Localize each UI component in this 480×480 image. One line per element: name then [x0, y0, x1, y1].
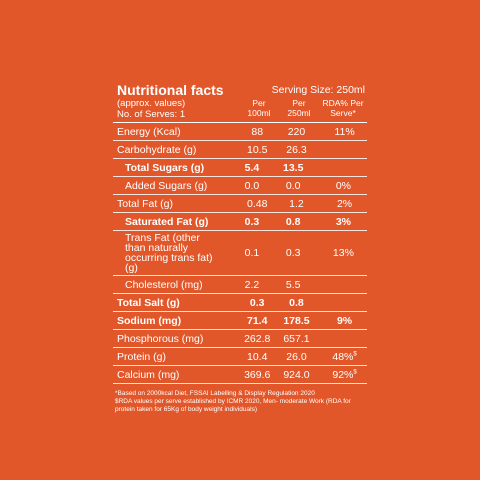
row-label: Phosphorous (mg): [117, 332, 204, 345]
table-row: Total Sugars (g) 5.4 13.5: [113, 159, 367, 177]
per-250: 26.3: [286, 143, 307, 156]
rda-value: 13%: [332, 247, 354, 259]
per-100: 10.4: [246, 350, 268, 363]
per-100: 0.48: [246, 197, 268, 210]
table-row: Added Sugars (g) 0.0 0.0 0%: [113, 177, 367, 195]
table-row: Energy (Kcal) 88 220 11%: [113, 123, 367, 141]
title: Nutritional facts: [117, 82, 224, 98]
rda-value: 48%: [332, 350, 354, 363]
row-label: Trans Fat (other than naturally occurrin…: [125, 232, 213, 274]
per-250: 178.5: [283, 314, 310, 327]
table-row: Phosphorous (mg) 262.8 657.1: [113, 330, 367, 348]
per-100: 0.3: [244, 215, 260, 228]
rda-value: 2%: [336, 197, 353, 210]
table-row: Total Fat (g) 0.48 1.2 2%: [113, 195, 367, 213]
serving-size: Serving Size: 250ml: [271, 84, 365, 96]
row-label: Cholesterol (mg): [125, 278, 203, 291]
row-label: Saturated Fat (g): [125, 215, 209, 228]
row-label: Protein (g): [117, 350, 167, 363]
table-row: Protein (g) 10.4 26.0 48%$: [113, 348, 367, 366]
rda-value: 9%: [336, 314, 353, 327]
per-100: 71.4: [246, 314, 268, 327]
per-100: 10.5: [246, 143, 268, 156]
footnote: *Based on 2000kcal Diet, FSSAI Labelling…: [115, 390, 315, 397]
footnotes: *Based on 2000kcal Diet, FSSAI Labelling…: [113, 390, 367, 414]
per-100: 369.6: [244, 368, 271, 381]
table-row: Cholesterol (mg) 2.2 5.5: [113, 276, 367, 294]
subtitle: (approx. values): [117, 98, 186, 109]
row-label: Sodium (mg): [117, 314, 182, 327]
per-250: 0.3: [285, 247, 301, 259]
footnote: $RDA values per serve established by ICM…: [115, 398, 351, 413]
nutrition-panel: Nutritional facts Serving Size: 250ml (a…: [113, 82, 367, 414]
table-row: Saturated Fat (g) 0.3 0.8 3%: [113, 213, 367, 231]
table: Energy (Kcal) 88 220 11% Carbohydrate (g) 10.…: [113, 123, 367, 384]
rda: 48%$: [322, 351, 367, 363]
per-250: 13.5: [283, 161, 304, 174]
table-row: Total Salt (g) 0.3 0.8: [113, 294, 367, 312]
table-row: Calcium (mg) 369.6 924.0 92%$: [113, 366, 367, 384]
per-250: 5.5: [285, 278, 301, 291]
per-100: 88: [251, 125, 264, 138]
per-250: 924.0: [283, 368, 310, 381]
rda: 2%: [322, 198, 367, 210]
row-label: Energy (Kcal): [117, 125, 181, 138]
per-250: 1.2: [289, 197, 304, 210]
serves: No. of Serves: 1: [117, 109, 186, 120]
table-row: Carbohydrate (g) 10.5 26.3: [113, 141, 367, 159]
row-label: Total Fat (g): [117, 197, 174, 210]
rda: 13%: [320, 247, 367, 259]
table-row: Trans Fat (other than naturally occurrin…: [113, 231, 367, 276]
row-label: Calcium (mg): [117, 368, 180, 381]
per-100: 0.1: [244, 247, 260, 259]
per-250: 220: [287, 125, 306, 138]
rda: 9%: [322, 315, 367, 327]
table-row: Sodium (mg) 71.4 178.5 9%: [113, 312, 367, 330]
per-250: 657.1: [283, 332, 310, 345]
rda-value: 0%: [335, 179, 352, 192]
rda-value: 11%: [334, 125, 355, 138]
rda-note: $: [353, 351, 357, 357]
per-100: 0.3: [249, 296, 265, 309]
row-label: Total Sugars (g): [125, 161, 205, 174]
rda-value: 92%: [332, 368, 354, 381]
per-250: 26.0: [286, 350, 307, 363]
per-100: 2.2: [244, 278, 260, 291]
rda: 92%$: [322, 369, 367, 381]
subtitle-block: (approx. values) No. of Serves: 1: [117, 98, 185, 120]
column-header: RDA% Per Serve*: [322, 98, 364, 118]
per-250: 0.8: [285, 215, 301, 228]
rda: 0%: [320, 180, 367, 192]
column-header: Per 100ml: [247, 98, 271, 118]
per-250: 0.8: [289, 296, 304, 309]
rda-value: 3%: [335, 215, 352, 228]
per-100: 5.4: [244, 161, 260, 174]
column-header: Per 250ml: [287, 98, 311, 118]
per-100: 0.0: [244, 179, 260, 192]
rda-note: $: [353, 369, 357, 375]
rda: 11%: [322, 126, 367, 138]
header: Nutritional facts Serving Size: 250ml (a…: [113, 82, 367, 123]
rda: 3%: [320, 216, 367, 228]
per-250: 0.0: [285, 179, 301, 192]
row-label: Carbohydrate (g): [117, 143, 197, 156]
per-100: 262.8: [244, 332, 271, 345]
row-label: Total Salt (g): [117, 296, 180, 309]
row-label: Added Sugars (g): [125, 179, 208, 192]
